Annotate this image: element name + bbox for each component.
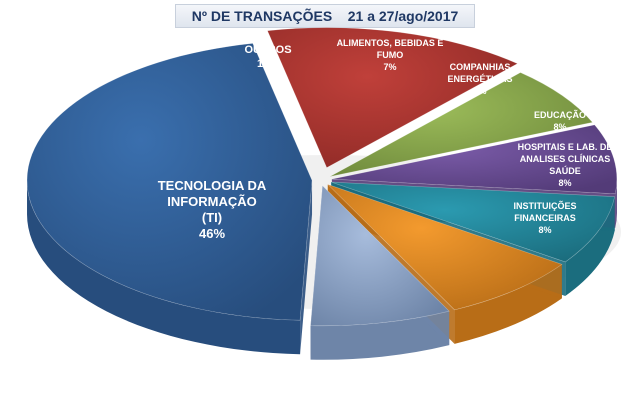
pie-slice-5 (310, 185, 450, 327)
slice-percent-2: 8% (473, 86, 486, 96)
pie-slice-side-5-0 (310, 311, 450, 360)
slice-name-line-5-0: INSTITUIÇÕES (513, 201, 576, 211)
slice-label-5: INSTITUIÇÕES FINANCEIRAS 8% (513, 201, 576, 235)
pie-slice-side-3-0 (565, 196, 615, 296)
slice-percent-5: 8% (538, 225, 551, 235)
pie-slice-side-2-0 (615, 179, 617, 228)
slice-name-line-4-0: HOSPITAIS E LAB. DE (518, 142, 613, 152)
pie-slice-1 (329, 72, 594, 177)
slice-name-line-3-0: EDUCAÇÃO (534, 110, 586, 120)
slice-name-line-4-1: ANALISES CLÍNICAS (520, 154, 611, 164)
slice-name-line-0-0: OUTROS (244, 44, 291, 56)
slice-name-line-4-2: SAÚDE (549, 165, 581, 176)
slice-name-line-5-1: FINANCEIRAS (514, 213, 576, 223)
pie-slice-3 (331, 181, 616, 263)
slice-name-line-6-1: INFORMAÇÃO (167, 194, 257, 209)
slice-label-1: ALIMENTOS, BEBIDAS E FUMO 7% (337, 38, 444, 72)
slice-name-line-2-0: COMPANHIAS (450, 62, 511, 72)
pie-slice-2 (331, 124, 618, 195)
pie-slice-edge-6-0 (300, 180, 313, 355)
slice-label-3: EDUCAÇÃO 8% (534, 110, 586, 132)
slice-percent-4: 8% (558, 178, 571, 188)
slice-label-4: HOSPITAIS E LAB. DE ANALISES CLÍNICAS SAÚD… (518, 142, 613, 188)
slice-name-line-1-0: ALIMENTOS, BEBIDAS E (337, 38, 444, 48)
slice-percent-6: 46% (199, 226, 225, 241)
slice-percent-3: 8% (553, 122, 566, 132)
slice-name-line-6-2: (TI) (202, 210, 222, 225)
pie-slice-side-6-0 (27, 180, 301, 355)
pie-slice-6 (26, 43, 313, 321)
slice-name-line-2-1: ENERGÉTICAS (447, 74, 512, 84)
slice-percent-1: 7% (383, 62, 396, 72)
pie-slice-0 (267, 27, 519, 169)
chart-title-period: 21 a 27/ago/2017 (347, 8, 459, 24)
chart-title: Nº DE TRANSAÇÕES 21 a 27/ago/2017 (175, 4, 475, 28)
slice-label-6: TECNOLOGIA DA INFORMAÇÃO (TI) 46% (158, 178, 267, 241)
chart-title-main: Nº DE TRANSAÇÕES (191, 8, 333, 24)
slice-percent-0: 15% (257, 58, 279, 70)
slice-label-0: OUTROS 15% (244, 44, 291, 70)
slice-name-line-6-0: TECNOLOGIA DA (158, 178, 267, 193)
slice-name-line-1-1: FUMO (377, 50, 404, 60)
slice-label-2: COMPANHIAS ENERGÉTICAS 8% (447, 62, 512, 96)
pie-slice-4 (327, 184, 563, 311)
